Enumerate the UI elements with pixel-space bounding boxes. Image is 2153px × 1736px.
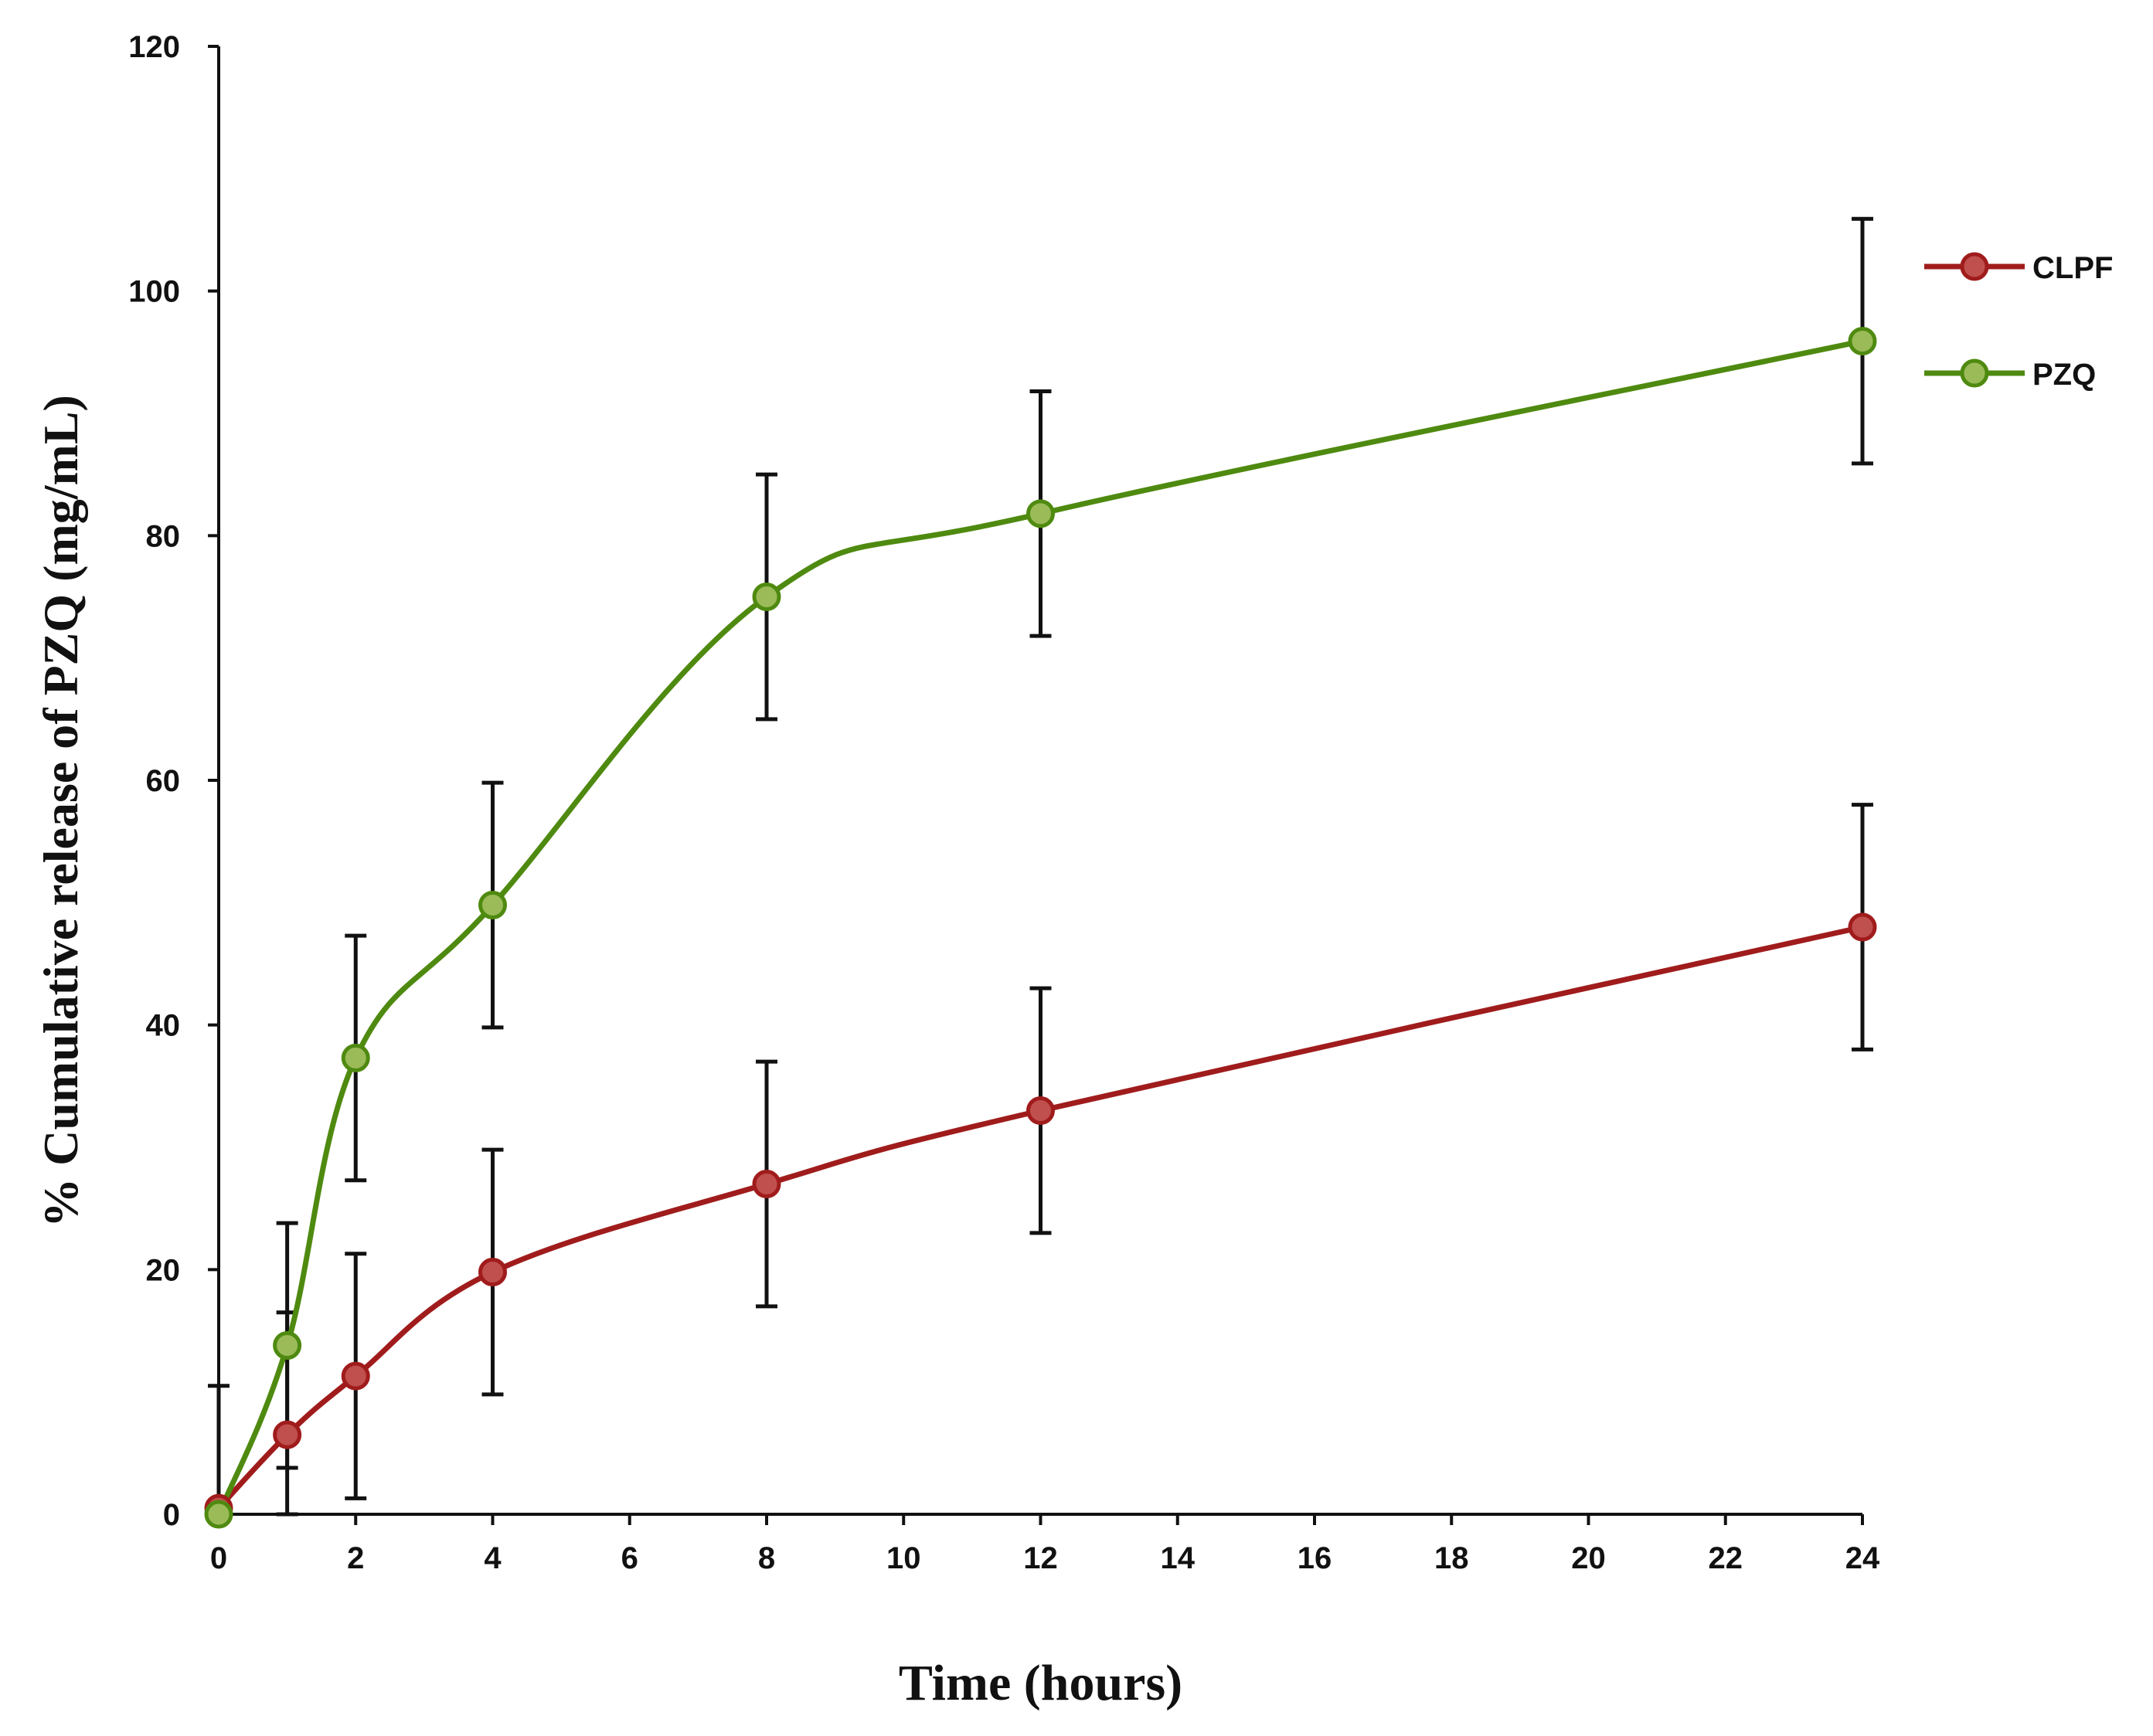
legend-marker-clpf (1960, 252, 1989, 281)
x-tick-label-14: 14 (1161, 1541, 1196, 1575)
clpf-point-4 (752, 1170, 781, 1198)
pzq-point-4 (752, 583, 781, 611)
x-tick-label-20: 20 (1571, 1541, 1606, 1575)
x-tick-label-6: 6 (621, 1541, 638, 1575)
y-tick-label-80: 80 (146, 519, 181, 553)
pzq-point-2 (341, 1043, 370, 1072)
x-tick-label-0: 0 (210, 1541, 227, 1575)
clpf-point-1 (273, 1420, 302, 1449)
pzq-point-6 (1848, 327, 1877, 356)
clpf-series-line (216, 924, 1863, 1510)
clpf-point-2 (341, 1361, 370, 1391)
x-tick-label-24: 24 (1845, 1541, 1880, 1575)
pzq-point-5 (1026, 499, 1055, 528)
clpf-point-5 (1026, 1096, 1055, 1125)
y-tick-label-120: 120 (128, 30, 180, 64)
x-tick-label-22: 22 (1709, 1541, 1743, 1575)
y-tick-label-20: 20 (146, 1253, 181, 1287)
legend: CLPF PZQ (1924, 251, 2113, 392)
x-axis-title: Time (hours) (899, 1655, 1182, 1711)
legend-marker-pzq (1960, 358, 1989, 388)
data-points (204, 327, 1877, 1529)
pzq-point-1 (273, 1331, 302, 1360)
legend-label-pzq: PZQ (2032, 358, 2096, 392)
x-tick-label-8: 8 (758, 1541, 775, 1575)
y-tick-label-60: 60 (146, 764, 181, 798)
y-tick-label-40: 40 (146, 1009, 181, 1043)
legend-label-clpf: CLPF (2032, 251, 2113, 285)
series-lines (216, 338, 1863, 1516)
pzq-point-3 (478, 891, 507, 919)
x-tick-label-16: 16 (1298, 1541, 1332, 1575)
pzq-series-line (216, 338, 1863, 1516)
y-tick-label-100: 100 (128, 275, 180, 309)
x-tick-label-4: 4 (484, 1541, 502, 1575)
x-tick-label-2: 2 (347, 1541, 364, 1575)
clpf-point-3 (478, 1258, 507, 1286)
y-axis-title: % Cumulative release of PZQ (mg/mL) (33, 395, 88, 1228)
x-tick-label-10: 10 (886, 1541, 921, 1575)
pzq-point-0 (204, 1500, 233, 1529)
x-tick-label-18: 18 (1434, 1541, 1469, 1575)
y-tick-label-0: 0 (163, 1498, 180, 1532)
x-tick-label-12: 12 (1023, 1541, 1058, 1575)
clpf-point-6 (1848, 912, 1877, 942)
